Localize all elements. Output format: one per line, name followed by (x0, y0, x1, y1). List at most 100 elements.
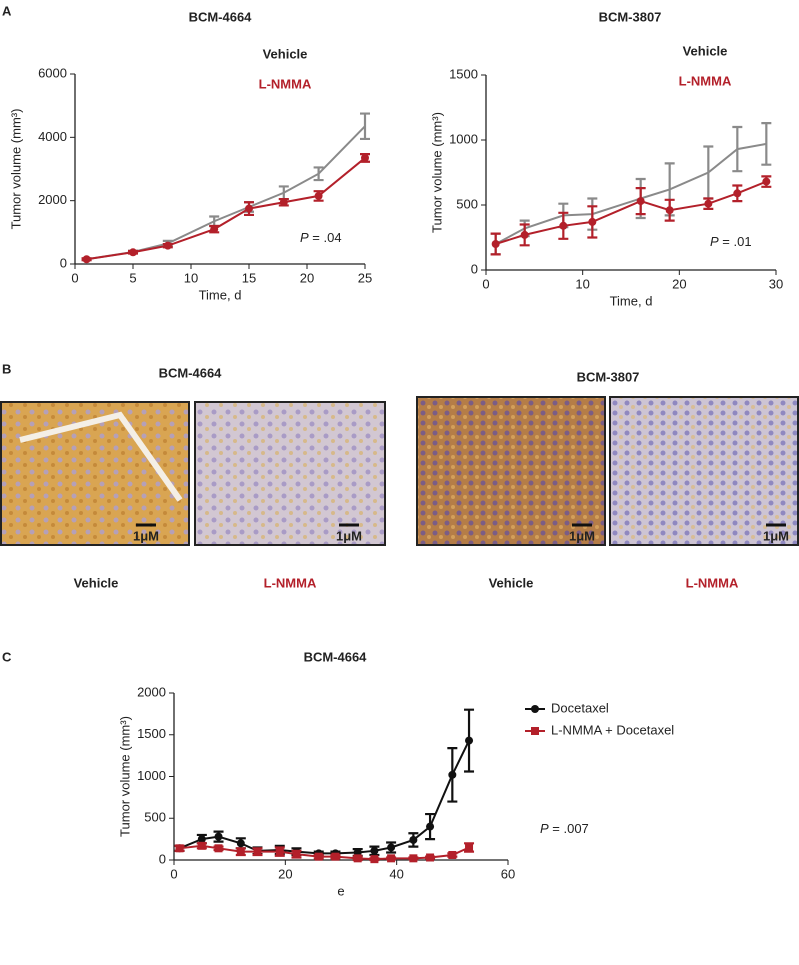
y-tick-label: 6000 (38, 65, 67, 80)
data-point (409, 835, 418, 844)
y-tick-label: 500 (144, 810, 166, 825)
p-symbol: P (300, 230, 309, 245)
data-point (636, 197, 645, 206)
y-tick-label: 2000 (137, 684, 166, 699)
data-point (665, 206, 674, 215)
series-line (179, 844, 470, 861)
data-point (82, 255, 91, 264)
legend-marker (531, 705, 539, 713)
data-point (245, 204, 253, 213)
data-point (559, 221, 568, 230)
tissue-feature (19, 411, 183, 502)
data-point (197, 841, 206, 850)
p-value: P = .007 (540, 821, 589, 836)
data-point (426, 822, 435, 831)
data-point (163, 241, 172, 250)
p-text: = .007 (549, 821, 589, 836)
p-text: = .01 (719, 234, 752, 249)
data-point (353, 854, 362, 863)
legend-label: Vehicle (263, 46, 308, 61)
scale-label: 1μM (336, 528, 362, 543)
histology-image (609, 396, 799, 546)
y-tick-label: 1500 (449, 66, 478, 81)
x-tick-label: 0 (482, 276, 489, 291)
data-point (370, 855, 379, 864)
error-bar (703, 145, 714, 200)
panel-letter: A (2, 3, 12, 18)
histology-title: BCM-3807 (577, 369, 640, 384)
chart-title: BCM-4664 (189, 9, 253, 24)
y-tick-label: 1500 (137, 726, 166, 741)
data-point (175, 844, 184, 853)
data-point (214, 844, 223, 853)
y-tick-label: 2000 (38, 192, 67, 207)
data-point (370, 846, 379, 855)
series-line (179, 740, 470, 855)
x-tick-label: 20 (300, 270, 314, 285)
series-line (495, 142, 767, 245)
data-point (704, 199, 713, 208)
x-axis-label: e (337, 883, 344, 898)
data-point (448, 770, 457, 779)
data-point (214, 832, 223, 841)
data-point (275, 847, 284, 856)
chart-title: BCM-4664 (304, 649, 368, 664)
x-tick-label: 30 (769, 276, 783, 291)
legend-label: L-NMMA + Docetaxel (551, 722, 674, 737)
y-tick-label: 0 (471, 261, 478, 276)
panel-letter: B (2, 361, 11, 376)
data-point (314, 852, 323, 861)
y-axis-label: Tumor volume (mm³) (429, 112, 444, 233)
data-point (129, 248, 137, 257)
y-tick-label: 500 (456, 196, 478, 211)
x-tick-label: 25 (358, 270, 372, 285)
data-point (588, 217, 597, 226)
data-point (448, 850, 457, 859)
data-point (465, 843, 474, 852)
y-tick-label: 1000 (137, 768, 166, 783)
data-point (279, 198, 288, 207)
data-point (387, 843, 396, 852)
data-point (361, 153, 369, 162)
data-point (762, 177, 771, 186)
data-point (314, 191, 323, 200)
y-tick-label: 1000 (449, 131, 478, 146)
series-line (86, 157, 366, 261)
x-tick-label: 5 (129, 270, 136, 285)
y-tick-label: 0 (159, 851, 166, 866)
x-tick-label: 0 (71, 270, 78, 285)
legend-label: Docetaxel (551, 700, 609, 715)
data-point (236, 847, 245, 856)
caption: Vehicle (74, 575, 119, 590)
legend-label: Vehicle (683, 43, 728, 58)
x-tick-label: 20 (672, 276, 686, 291)
error-bar (313, 166, 324, 182)
error-bar (209, 215, 220, 228)
y-axis-label: Tumor volume (mm³) (8, 109, 23, 230)
legend-label: L-NMMA (259, 76, 312, 91)
x-tick-label: 10 (184, 270, 198, 285)
legend-marker (531, 727, 539, 735)
y-tick-label: 0 (60, 255, 67, 270)
data-point (253, 847, 262, 856)
data-point (210, 225, 219, 234)
chart-title: BCM-3807 (599, 9, 662, 24)
panel-letter: C (2, 649, 12, 664)
x-tick-label: 15 (242, 270, 256, 285)
legend-label: L-NMMA (679, 73, 732, 88)
y-tick-label: 4000 (38, 129, 67, 144)
p-symbol: P (710, 234, 719, 249)
x-tick-label: 20 (278, 866, 292, 881)
caption: L-NMMA (686, 575, 739, 590)
data-point (491, 240, 500, 248)
data-point (409, 854, 418, 863)
histology-title: BCM-4664 (159, 365, 223, 380)
x-tick-label: 60 (501, 866, 515, 881)
data-point (465, 736, 474, 745)
histology-image (416, 396, 606, 546)
x-axis-label: Time, d (610, 293, 653, 308)
x-tick-label: 0 (170, 866, 177, 881)
data-point (387, 854, 396, 863)
y-axis-label: Tumor volume (mm³) (117, 716, 132, 837)
